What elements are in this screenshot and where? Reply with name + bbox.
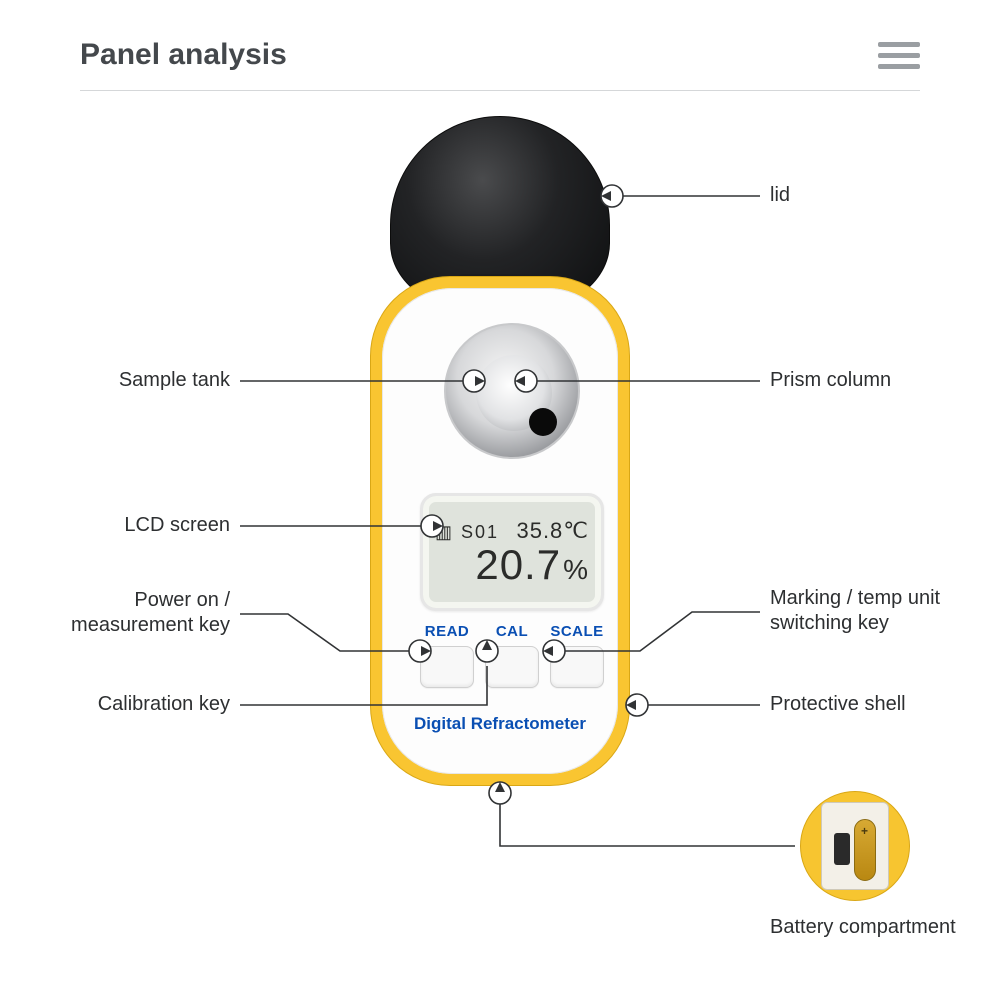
- button-row: READ CAL SCALE: [420, 623, 604, 688]
- menu-icon[interactable]: [878, 42, 920, 69]
- callout-protective-shell: Protective shell: [770, 693, 906, 716]
- diagram-stage: ▥ S01 35.8℃ 20.7% READ CAL SCALE: [0, 91, 1000, 971]
- sample-dish-inner: [476, 355, 552, 431]
- callout-switch-key-line2: switching key: [770, 612, 889, 635]
- sample-tank: [444, 323, 580, 459]
- lcd-reading-unit: %: [563, 554, 589, 585]
- scale-label: SCALE: [550, 623, 604, 640]
- callout-lid: lid: [770, 184, 790, 207]
- lcd-status: ▥ S01: [435, 522, 499, 543]
- device-brand: Digital Refractometer: [382, 714, 618, 734]
- prism-column: [529, 408, 557, 436]
- page-title: Panel analysis: [80, 38, 287, 72]
- callout-power-key-line1: Power on /: [134, 589, 230, 612]
- read-label: READ: [420, 623, 474, 640]
- scale-button[interactable]: [550, 646, 604, 688]
- lcd-reading: 20.7: [475, 541, 561, 588]
- callout-switch-key-line1: Marking / temp unit: [770, 587, 940, 610]
- lcd-screen: ▥ S01 35.8℃ 20.7%: [420, 493, 604, 611]
- callout-sample-tank: Sample tank: [119, 369, 230, 392]
- device-face: ▥ S01 35.8℃ 20.7% READ CAL SCALE: [382, 288, 618, 774]
- cal-label: CAL: [485, 623, 539, 640]
- callout-lcd-screen: LCD screen: [124, 514, 230, 537]
- callout-prism-column: Prism column: [770, 369, 891, 392]
- battery-compartment-inset: [800, 791, 910, 901]
- callout-calibration-key: Calibration key: [98, 693, 230, 716]
- read-button[interactable]: [420, 646, 474, 688]
- callout-power-key-line2: measurement key: [71, 614, 230, 637]
- cal-button[interactable]: [485, 646, 539, 688]
- device-body: ▥ S01 35.8℃ 20.7% READ CAL SCALE: [370, 276, 630, 786]
- callout-battery-compartment: Battery compartment: [770, 916, 956, 939]
